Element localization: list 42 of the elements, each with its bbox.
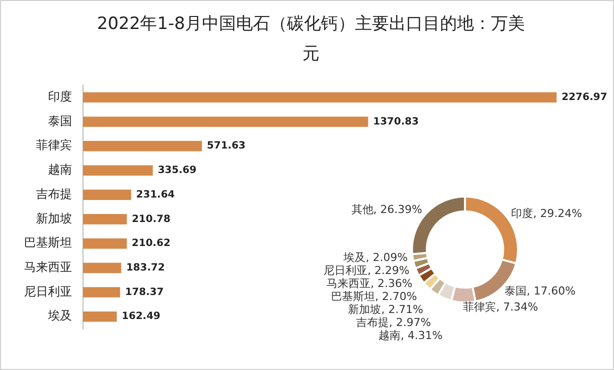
data-label: 178.37 (125, 286, 164, 298)
slice-label: 尼日利亚, 2.29% (323, 264, 410, 278)
bar (83, 165, 153, 176)
bar (83, 287, 120, 298)
data-label: 1370.83 (373, 116, 419, 128)
data-label: 210.78 (132, 214, 170, 225)
data-label: 162.49 (122, 311, 160, 322)
y-tick-label: 巴基斯坦 (24, 236, 72, 250)
y-tick-label: 埃及 (47, 308, 72, 323)
data-label: 335.69 (158, 165, 196, 176)
slice-label: 泰国, 17.60% (504, 284, 576, 298)
slice-label: 菲律宾, 7.34% (463, 300, 538, 314)
slice-label: 印度, 29.24% (511, 207, 582, 220)
data-label: 2276.97 (562, 92, 608, 103)
bar (83, 140, 202, 152)
bar (83, 214, 127, 224)
y-tick-label: 印度 (48, 90, 72, 104)
y-tick-label: 吉布提 (36, 186, 72, 201)
bar (83, 262, 122, 274)
data-label: 231.64 (136, 189, 175, 200)
y-tick-label: 尼日利亚 (24, 284, 72, 298)
data-label: 183.72 (126, 262, 165, 274)
y-tick-label: 新加坡 (36, 211, 72, 226)
bar (83, 190, 132, 200)
chart-title: 2022年1-8月中国电石（碳化钙）主要出口目的地：万美元 (96, 13, 526, 66)
y-tick-label: 泰国 (48, 114, 72, 128)
slice-label: 其他, 26.39% (351, 203, 422, 216)
bar (83, 238, 127, 249)
data-label: 571.63 (206, 140, 246, 152)
slice-label: 巴基斯坦, 2.70% (331, 290, 417, 304)
slice-label: 马来西亚, 2.36% (326, 277, 412, 290)
slice-label: 越南, 4.31% (378, 329, 443, 342)
slice-label: 埃及, 2.09% (342, 251, 408, 264)
slice-label: 吉布提, 2.97% (356, 316, 431, 330)
slice-label: 新加坡, 2.71% (348, 303, 424, 316)
y-tick-label: 越南 (48, 162, 72, 177)
data-label: 210.62 (132, 238, 170, 250)
y-tick-label: 菲律宾 (36, 138, 72, 152)
bar (83, 116, 368, 127)
y-tick-label: 马来西亚 (24, 260, 72, 274)
bar (83, 92, 557, 103)
bar (83, 311, 117, 322)
